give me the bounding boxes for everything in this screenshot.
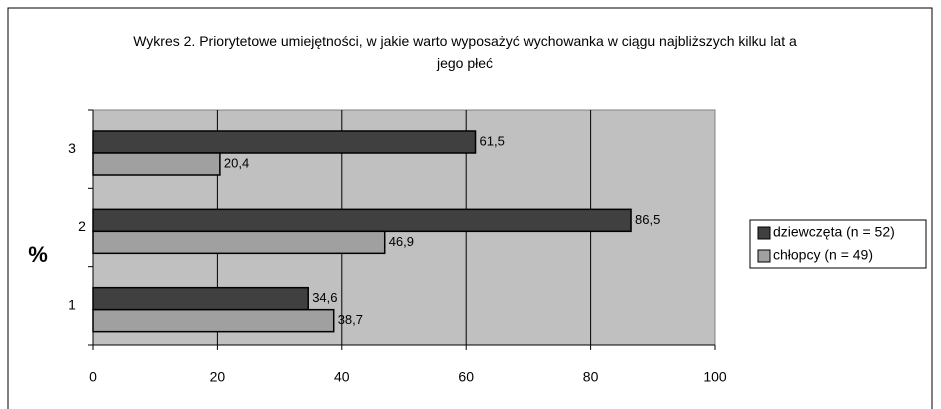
x-tick-label: 0	[89, 369, 97, 385]
value-label: 61,5	[480, 133, 505, 148]
value-label: 86,5	[635, 212, 660, 227]
value-label: 20,4	[224, 155, 249, 170]
x-tick-label: 40	[334, 369, 350, 385]
legend-label: chłopcy (n = 49)	[773, 247, 873, 263]
bar	[92, 230, 386, 255]
x-tick-label: 20	[210, 369, 226, 385]
value-label: 34,6	[312, 290, 337, 305]
y-tick-label: 3	[68, 140, 76, 156]
bar	[92, 286, 309, 311]
legend-swatch	[757, 249, 771, 263]
bar	[92, 130, 477, 154]
x-tick-label: 100	[703, 369, 727, 385]
legend-swatch	[757, 226, 771, 240]
x-tick-label: 80	[583, 369, 599, 385]
y-tick-label: 1	[68, 297, 76, 313]
value-label: 46,9	[389, 234, 414, 249]
chart-title: Wykres 2. Priorytetowe umiejętności, w j…	[133, 33, 797, 71]
legend-label: dziewczęta (n = 52)	[773, 224, 895, 240]
bar	[92, 308, 335, 333]
y-label: %	[28, 242, 48, 267]
bar	[92, 152, 221, 176]
x-tick-label: 60	[458, 369, 474, 385]
legend	[749, 219, 927, 269]
y-tick-label: 2	[78, 218, 86, 234]
value-label: 38,7	[338, 312, 363, 327]
bar	[92, 208, 632, 233]
frame	[7, 7, 933, 409]
